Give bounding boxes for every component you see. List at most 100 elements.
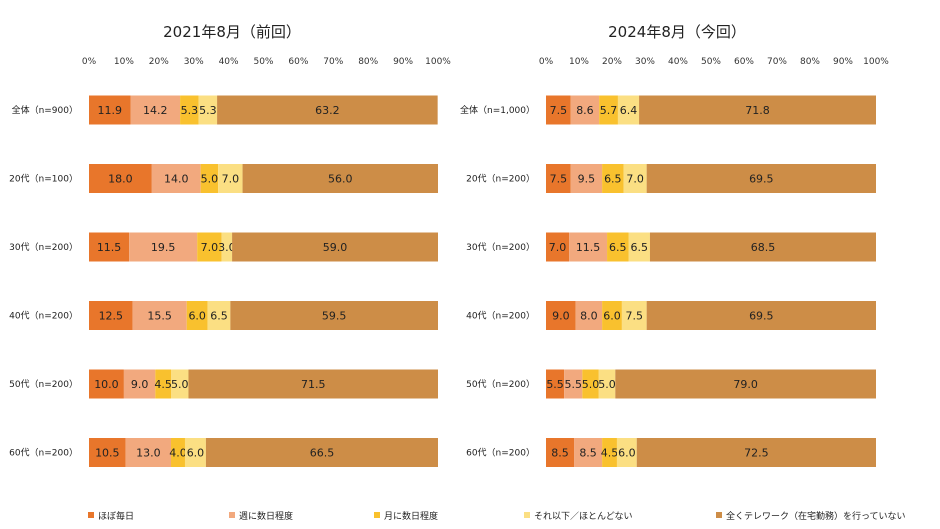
bar-segment xyxy=(546,232,570,262)
data-label: 14.2 xyxy=(143,104,168,117)
data-label: 14.0 xyxy=(164,173,189,186)
bar-segment xyxy=(89,95,131,125)
bar-segment xyxy=(184,438,206,467)
category-label: 40代（n=200） xyxy=(466,311,535,322)
bar-segment xyxy=(89,232,130,262)
x-tick-label: 80% xyxy=(800,57,820,67)
category-label: 60代（n=200） xyxy=(9,448,78,459)
data-label: 6.5 xyxy=(609,241,627,254)
data-label: 8.5 xyxy=(551,447,569,460)
category-label: 20代（n=100） xyxy=(9,174,78,185)
data-label: 6.0 xyxy=(188,310,206,323)
bar-segment xyxy=(180,95,199,125)
bar-segment xyxy=(221,232,233,262)
category-label: 30代（n=200） xyxy=(9,242,78,253)
x-tick-label: 50% xyxy=(253,57,273,67)
bar-segment xyxy=(628,232,650,262)
bar-segment xyxy=(186,301,208,330)
bar-segment xyxy=(232,232,438,262)
data-label: 71.8 xyxy=(745,104,770,117)
legend-swatch xyxy=(374,512,380,518)
bar-segment xyxy=(230,301,438,330)
x-tick-label: 20% xyxy=(149,57,169,67)
x-tick-label: 40% xyxy=(219,57,239,67)
data-label: 63.2 xyxy=(315,104,340,117)
data-label: 5.7 xyxy=(600,104,618,117)
data-label: 72.5 xyxy=(744,447,769,460)
data-label: 5.3 xyxy=(199,104,217,117)
data-label: 11.5 xyxy=(97,241,122,254)
data-label: 9.5 xyxy=(578,173,596,186)
data-label: 3.0 xyxy=(218,241,236,254)
x-tick-label: 100% xyxy=(425,57,451,67)
bar-segment xyxy=(636,438,876,467)
bar-segment xyxy=(171,438,185,467)
data-label: 68.5 xyxy=(751,241,776,254)
data-label: 5.0 xyxy=(582,378,600,391)
category-label: 全体（n=900） xyxy=(12,104,78,116)
data-label: 7.5 xyxy=(550,104,568,117)
data-label: 10.0 xyxy=(94,378,119,391)
x-tick-label: 20% xyxy=(602,57,622,67)
category-label: 40代（n=200） xyxy=(9,311,78,322)
x-tick-label: 70% xyxy=(323,57,343,67)
bar-segment xyxy=(155,369,172,399)
bar-segment xyxy=(564,369,583,399)
chart-title: 2021年8月（前回） xyxy=(163,23,301,41)
bar-segment xyxy=(217,95,438,125)
bar-segment xyxy=(602,301,622,330)
data-label: 5.5 xyxy=(546,378,564,391)
data-label: 69.5 xyxy=(749,310,774,323)
bar-segment xyxy=(89,164,152,193)
legend-swatch xyxy=(229,512,235,518)
data-label: 9.0 xyxy=(131,378,149,391)
bar-segment xyxy=(621,301,647,330)
bar-segment xyxy=(207,301,231,330)
x-tick-label: 80% xyxy=(358,57,378,67)
data-label: 9.0 xyxy=(552,310,570,323)
x-tick-label: 0% xyxy=(539,57,554,67)
bar-segment xyxy=(623,164,647,193)
legend-swatch xyxy=(88,512,94,518)
data-label: 59.5 xyxy=(322,310,347,323)
data-label: 7.0 xyxy=(626,173,644,186)
legend-label: それ以下／ほとんどない xyxy=(534,511,633,522)
data-label: 6.0 xyxy=(618,447,636,460)
bar-segment xyxy=(646,164,876,193)
data-label: 6.0 xyxy=(187,447,205,460)
bar-segment xyxy=(569,232,608,262)
legend-label: 全くテレワーク（在宅勤務）を行っていない xyxy=(726,510,906,522)
bar-segment xyxy=(574,438,603,467)
legend-label: 週に数日程度 xyxy=(239,510,293,522)
data-label: 5.0 xyxy=(201,173,219,186)
bar-segment xyxy=(599,95,618,125)
bar-segment xyxy=(598,369,616,399)
data-label: 7.5 xyxy=(550,173,568,186)
category-label: 50代（n=200） xyxy=(466,379,535,390)
x-tick-label: 70% xyxy=(767,57,787,67)
data-label: 59.0 xyxy=(323,241,348,254)
legend-swatch xyxy=(524,512,530,518)
bar-segment xyxy=(198,95,218,125)
data-label: 18.0 xyxy=(108,173,133,186)
bar-segment xyxy=(646,301,876,330)
bar-segment xyxy=(570,164,603,193)
category-label: 60代（n=200） xyxy=(466,448,535,459)
bar-segment xyxy=(546,369,565,399)
data-label: 19.5 xyxy=(151,241,176,254)
legend-label: ほぼ毎日 xyxy=(98,510,134,522)
x-tick-label: 30% xyxy=(184,57,204,67)
bar-segment xyxy=(151,164,201,193)
data-label: 6.5 xyxy=(604,173,622,186)
bar-segment xyxy=(188,369,438,399)
data-label: 6.5 xyxy=(630,241,648,254)
bar-segment xyxy=(197,232,222,262)
data-label: 5.5 xyxy=(564,378,582,391)
bar-segment xyxy=(649,232,876,262)
bar-segment xyxy=(639,95,876,125)
bar-segment xyxy=(615,369,876,399)
x-tick-label: 10% xyxy=(569,57,589,67)
x-tick-label: 60% xyxy=(288,57,308,67)
chart-title: 2024年8月（今回） xyxy=(608,23,746,41)
bar-segment xyxy=(602,438,617,467)
